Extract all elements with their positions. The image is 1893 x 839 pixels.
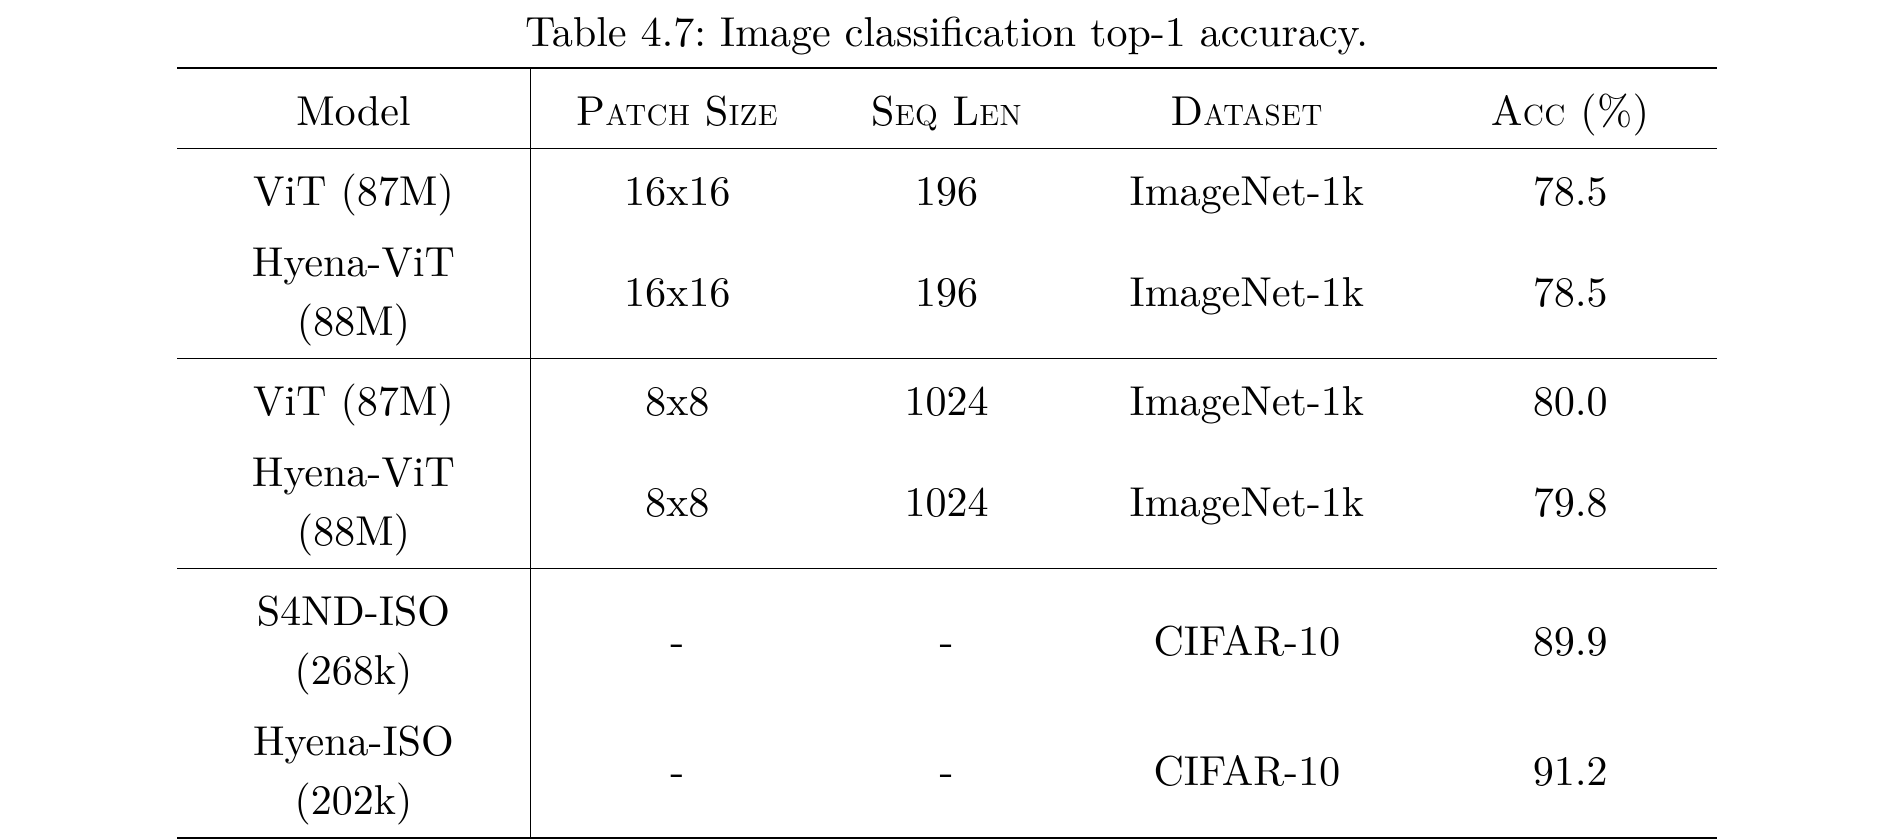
cell-model: Hyena-ViT (88M) (177, 224, 531, 359)
cell-model: ViT (87M) (177, 359, 531, 435)
header-acc: Acc (%) (1424, 68, 1717, 149)
cell-dataset: ImageNet-1k (1070, 434, 1424, 569)
table-row: Hyena-ViT (88M)8x81024ImageNet-1k79.8 (177, 434, 1717, 569)
cell-seq: 196 (823, 224, 1069, 359)
header-patch: Patch Size (531, 68, 824, 149)
cell-seq: 196 (823, 149, 1069, 225)
cell-patch: - (531, 569, 824, 704)
cell-patch: 16x16 (531, 224, 824, 359)
cell-acc: 80.0 (1424, 359, 1717, 435)
cell-dataset: ImageNet-1k (1070, 359, 1424, 435)
cell-seq: - (823, 569, 1069, 704)
cell-acc: 78.5 (1424, 149, 1717, 225)
cell-acc: 89.9 (1424, 569, 1717, 704)
header-model: Model (177, 68, 531, 149)
cell-model: ViT (87M) (177, 149, 531, 225)
accuracy-table: Model Patch Size Seq Len Dataset Acc (%) ViT… (177, 67, 1717, 839)
cell-dataset: ImageNet-1k (1070, 149, 1424, 225)
cell-patch: 8x8 (531, 434, 824, 569)
cell-patch: 16x16 (531, 149, 824, 225)
table-body: ViT (87M)16x16196ImageNet-1k78.5Hyena-Vi… (177, 149, 1717, 839)
cell-dataset: CIFAR-10 (1070, 569, 1424, 704)
cell-model: Hyena-ViT (88M) (177, 434, 531, 569)
header-seq: Seq Len (823, 68, 1069, 149)
header-dataset: Dataset (1070, 68, 1424, 149)
cell-seq: 1024 (823, 434, 1069, 569)
cell-patch: 8x8 (531, 359, 824, 435)
cell-seq: - (823, 703, 1069, 838)
header-label-dataset: Dataset (1171, 79, 1323, 138)
table-header: Model Patch Size Seq Len Dataset Acc (%) (177, 68, 1717, 149)
table-row: ViT (87M)16x16196ImageNet-1k78.5 (177, 149, 1717, 225)
table-row: S4ND-ISO (268k)--CIFAR-1089.9 (177, 569, 1717, 704)
table-container: Table 4.7: Image classification top-1 ac… (177, 0, 1717, 839)
table-row: Hyena-ViT (88M)16x16196ImageNet-1k78.5 (177, 224, 1717, 359)
cell-model: Hyena-ISO (202k) (177, 703, 531, 838)
table-caption: Table 4.7: Image classification top-1 ac… (177, 0, 1717, 59)
cell-acc: 79.8 (1424, 434, 1717, 569)
cell-acc: 91.2 (1424, 703, 1717, 838)
header-label-seq: Seq Len (871, 79, 1022, 138)
cell-seq: 1024 (823, 359, 1069, 435)
header-label-acc: Acc (%) (1491, 79, 1650, 138)
cell-acc: 78.5 (1424, 224, 1717, 359)
cell-dataset: ImageNet-1k (1070, 224, 1424, 359)
table-row: ViT (87M)8x81024ImageNet-1k80.0 (177, 359, 1717, 435)
cell-dataset: CIFAR-10 (1070, 703, 1424, 838)
cell-patch: - (531, 703, 824, 838)
table-row: Hyena-ISO (202k)--CIFAR-1091.2 (177, 703, 1717, 838)
header-label-patch: Patch Size (576, 79, 778, 138)
cell-model: S4ND-ISO (268k) (177, 569, 531, 704)
header-row: Model Patch Size Seq Len Dataset Acc (%) (177, 68, 1717, 149)
